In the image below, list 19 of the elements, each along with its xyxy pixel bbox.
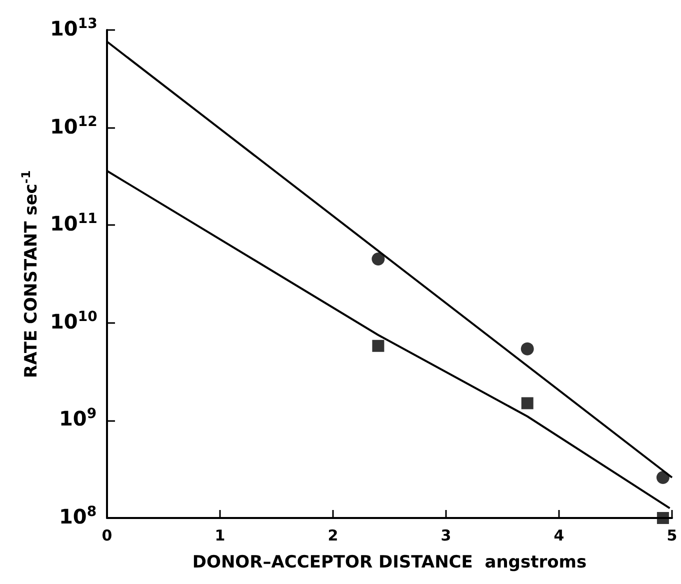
- x-tick-label: 5: [666, 526, 678, 544]
- point: [521, 397, 534, 410]
- x-tick-label: 3: [440, 526, 452, 544]
- point: [372, 340, 384, 352]
- point: [656, 512, 669, 524]
- point: [656, 471, 670, 484]
- x-tick-label: 4: [554, 526, 564, 544]
- y-tick-label: 10$^{10}$: [50, 308, 98, 334]
- y-tick-label: 10$^{9}$: [59, 406, 97, 432]
- x-axis-title: DONOR–ACCEPTOR DISTANCE angstroms: [192, 552, 587, 572]
- point: [520, 342, 534, 356]
- y-tick-label: 10$^{8}$: [59, 504, 97, 529]
- y-tick-label: 10$^{11}$: [50, 211, 98, 236]
- y-tick-label: 10$^{12}$: [50, 114, 98, 138]
- x-tick-label: 0: [102, 526, 112, 544]
- point: [372, 252, 385, 266]
- y-tick-label: 10$^{13}$: [50, 16, 98, 41]
- x-tick-label: 2: [328, 526, 338, 544]
- x-tick-label: 1: [214, 526, 226, 544]
